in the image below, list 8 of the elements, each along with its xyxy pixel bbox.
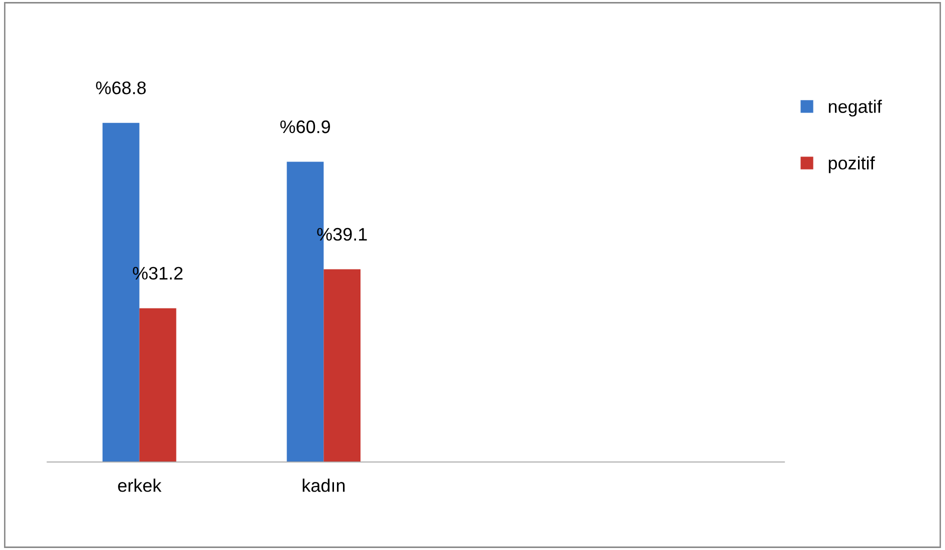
legend-label: negatif — [828, 100, 882, 117]
x-tick-label: kadın — [302, 478, 345, 492]
bar — [324, 269, 361, 462]
bar — [139, 308, 176, 462]
legend-label: pozitif — [828, 156, 875, 174]
data-label: %60.9 — [280, 120, 330, 134]
data-label: %68.8 — [96, 81, 146, 94]
x-tick-label: erkek — [118, 478, 162, 492]
